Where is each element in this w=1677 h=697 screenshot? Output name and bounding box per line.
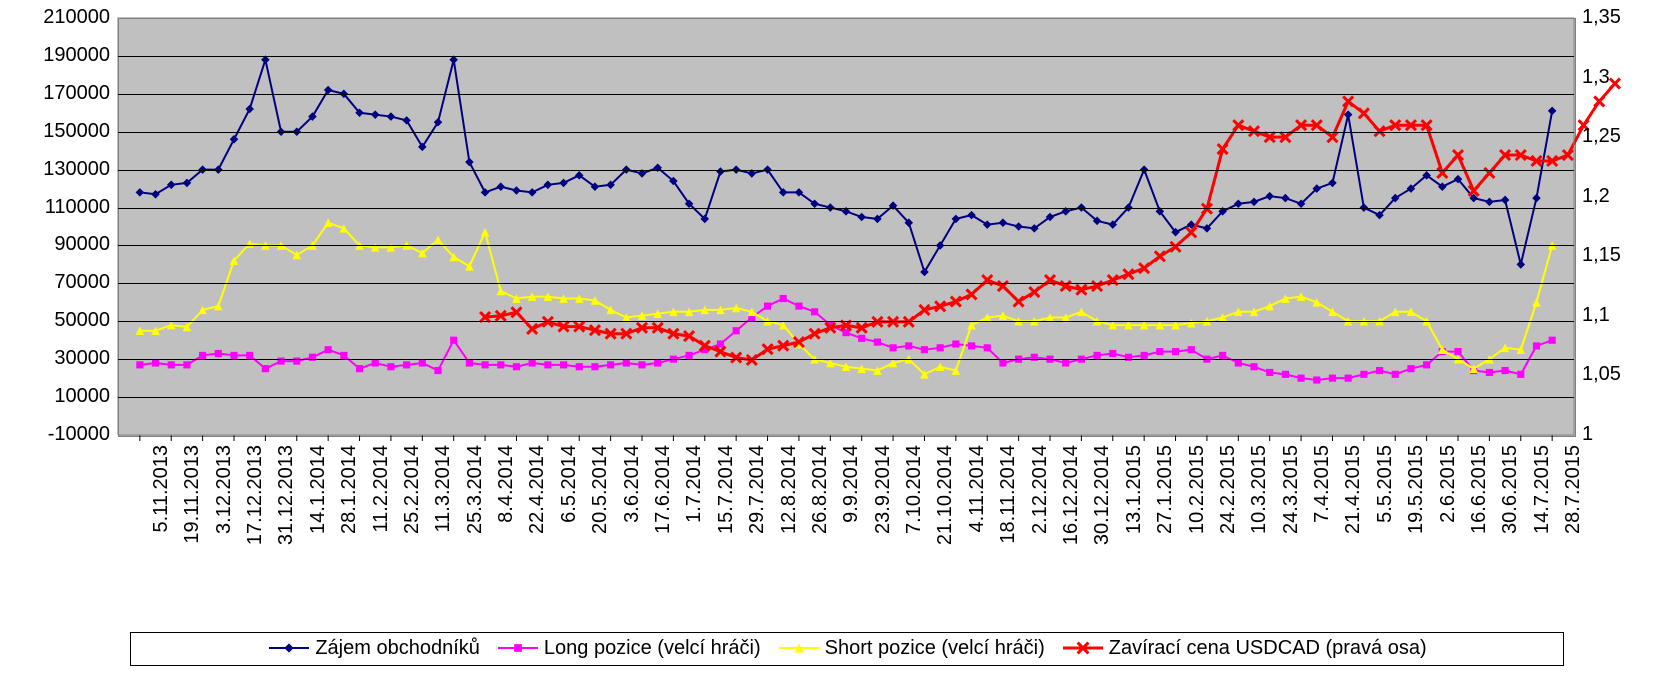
gridline <box>118 170 1574 171</box>
x-tick-label: 14.7.2015 <box>1531 445 1554 534</box>
x-tick-label: 9.9.2014 <box>840 445 863 523</box>
x-tick-label: 21.10.2014 <box>934 445 957 545</box>
y-right-tick-label: 1 <box>1582 423 1593 446</box>
chart-legend: Zájem obchodníků Long pozice (velcí hráči… <box>130 632 1564 666</box>
y-left-tick-label: 110000 <box>0 196 110 219</box>
y-right-tick-label: 1,2 <box>1582 185 1610 208</box>
x-tick-label: 8.4.2014 <box>495 445 518 523</box>
y-left-tick-label: 130000 <box>0 158 110 181</box>
x-tick-label: 7.10.2014 <box>903 445 926 534</box>
y-left-tick-label: 50000 <box>0 309 110 332</box>
x-tick-label: 6.5.2014 <box>558 445 581 523</box>
x-tick-label: 1.7.2014 <box>683 445 706 523</box>
x-tick-label: 2.12.2014 <box>1029 445 1052 534</box>
gridline <box>118 132 1574 133</box>
y-left-tick-label: -10000 <box>0 423 110 446</box>
gridline <box>118 94 1574 95</box>
y-right-tick-label: 1,25 <box>1582 125 1621 148</box>
x-tick-label: 10.3.2015 <box>1248 445 1271 534</box>
legend-item-zajem: Zájem obchodníků <box>267 637 480 660</box>
x-tick-label: 7.4.2015 <box>1311 445 1334 523</box>
x-tick-label: 30.12.2014 <box>1091 445 1114 545</box>
x-tick-label: 18.11.2014 <box>997 445 1020 544</box>
x-tick-label: 12.8.2014 <box>778 445 801 534</box>
x-tick-label: 24.2.2015 <box>1217 445 1240 534</box>
legend-item-usdcad: Zavírací cena USDCAD (pravá osa) <box>1061 637 1427 660</box>
x-tick-label: 17.6.2014 <box>652 445 675 534</box>
y-left-tick-label: 170000 <box>0 82 110 105</box>
x-tick-label: 19.5.2015 <box>1405 445 1428 534</box>
y-left-tick-label: 90000 <box>0 233 110 256</box>
y-left-tick-label: 10000 <box>0 385 110 408</box>
x-tick-label: 5.11.2013 <box>150 445 173 533</box>
gridline <box>118 359 1574 360</box>
gridline <box>118 56 1574 57</box>
x-tick-label: 11.3.2014 <box>432 445 455 533</box>
x-tick-label: 14.1.2014 <box>307 445 330 534</box>
x-tick-label: 10.2.2015 <box>1186 445 1209 534</box>
plot-area <box>118 18 1576 437</box>
legend-label: Short pozice (velcí hráči) <box>825 637 1045 660</box>
x-tick-label: 3.12.2013 <box>213 445 236 534</box>
legend-label: Zájem obchodníků <box>315 637 480 660</box>
gridline <box>118 321 1574 322</box>
x-tick-label: 5.5.2015 <box>1374 445 1397 523</box>
x-tick-label: 21.4.2015 <box>1342 445 1365 534</box>
y-left-tick-label: 70000 <box>0 271 110 294</box>
x-tick-label: 26.8.2014 <box>809 445 832 534</box>
x-tick-label: 16.6.2015 <box>1468 445 1491 534</box>
y-left-tick-label: 150000 <box>0 120 110 143</box>
x-tick-label: 13.1.2015 <box>1123 445 1146 534</box>
y-right-tick-label: 1,1 <box>1582 304 1610 327</box>
x-tick-label: 15.7.2014 <box>715 445 738 534</box>
legend-item-long: Long pozice (velcí hráči) <box>496 637 761 660</box>
x-tick-label: 4.11.2014 <box>966 445 989 533</box>
legend-item-short: Short pozice (velcí hráči) <box>777 637 1045 660</box>
y-left-tick-label: 210000 <box>0 6 110 29</box>
chart-container: Zájem obchodníků Long pozice (velcí hráči… <box>0 0 1677 697</box>
y-left-tick-label: 190000 <box>0 44 110 67</box>
x-tick-label: 28.7.2015 <box>1562 445 1585 534</box>
x-tick-label: 28.1.2014 <box>338 445 361 534</box>
x-tick-label: 17.12.2013 <box>244 445 267 545</box>
x-tick-label: 2.6.2015 <box>1437 445 1460 523</box>
y-left-tick-label: 30000 <box>0 347 110 370</box>
legend-label: Zavírací cena USDCAD (pravá osa) <box>1109 637 1427 660</box>
y-right-tick-label: 1,3 <box>1582 66 1610 89</box>
x-tick-label: 22.4.2014 <box>526 445 549 534</box>
gridline <box>118 245 1574 246</box>
x-tick-label: 16.12.2014 <box>1060 445 1083 545</box>
x-tick-label: 31.12.2013 <box>275 445 298 545</box>
x-tick-label: 25.3.2014 <box>464 445 487 534</box>
x-tick-label: 11.2.2014 <box>370 445 393 533</box>
x-tick-label: 19.11.2013 <box>181 445 204 544</box>
x-tick-label: 29.7.2014 <box>746 445 769 534</box>
x-tick-label: 23.9.2014 <box>872 445 895 534</box>
gridline <box>118 283 1574 284</box>
x-tick-label: 30.6.2015 <box>1499 445 1522 534</box>
y-right-tick-label: 1,15 <box>1582 244 1621 267</box>
x-tick-label: 27.1.2015 <box>1154 445 1177 534</box>
x-tick-label: 3.6.2014 <box>621 445 644 523</box>
gridline <box>118 208 1574 209</box>
gridline <box>118 397 1574 398</box>
x-tick-label: 20.5.2014 <box>589 445 612 534</box>
y-right-tick-label: 1,05 <box>1582 363 1621 386</box>
x-tick-label: 24.3.2015 <box>1280 445 1303 534</box>
x-tick-label: 25.2.2014 <box>401 445 424 534</box>
y-right-tick-label: 1,35 <box>1582 6 1621 29</box>
legend-label: Long pozice (velcí hráči) <box>544 637 761 660</box>
